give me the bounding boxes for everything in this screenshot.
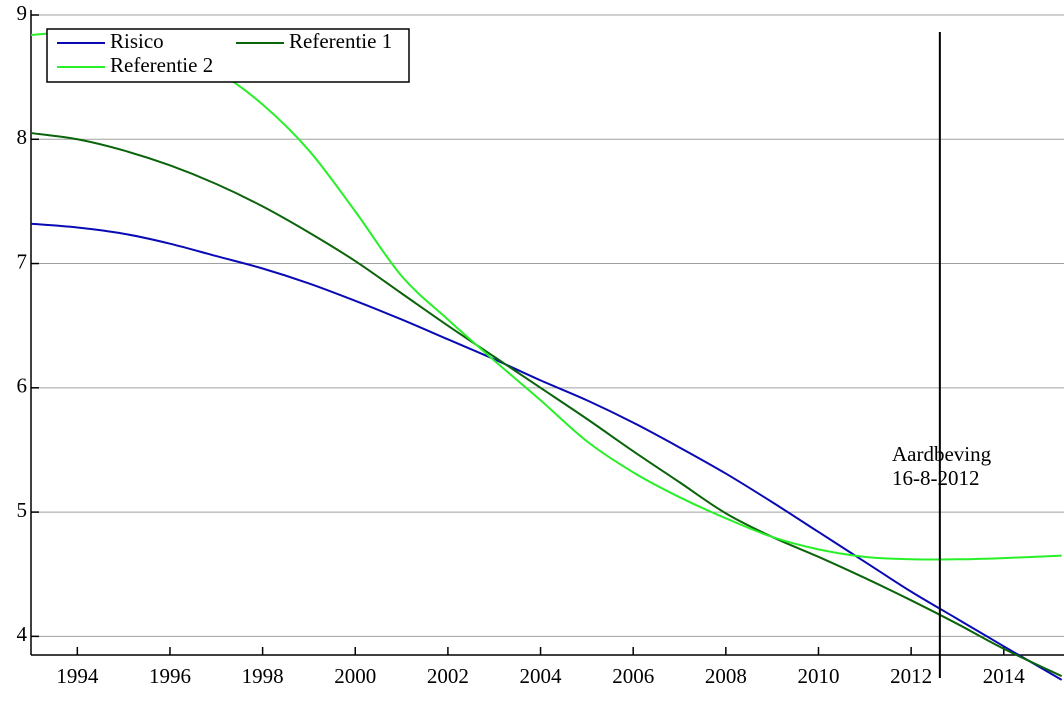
x-tick-label: 1998 [242, 664, 284, 688]
y-tick-label: 5 [17, 498, 28, 522]
x-tick-label: 2010 [797, 664, 839, 688]
x-tick-label: 1996 [149, 664, 191, 688]
event-label: Aardbeving [892, 442, 992, 466]
event-label: 16-8-2012 [892, 466, 980, 490]
y-tick-label: 6 [17, 374, 28, 398]
x-tick-label: 2008 [705, 664, 747, 688]
legend-label: Referentie 2 [110, 53, 213, 77]
x-tick-label: 2002 [427, 664, 469, 688]
x-tick-label: 2014 [983, 664, 1026, 688]
y-tick-label: 8 [17, 125, 28, 149]
series-line [30, 222, 1063, 681]
x-tick-label: 2012 [890, 664, 932, 688]
legend-label: Referentie 1 [289, 29, 392, 53]
x-tick-label: 2006 [612, 664, 654, 688]
y-tick-label: 4 [17, 622, 28, 646]
y-tick-label: 7 [17, 249, 28, 273]
series-line [30, 132, 1063, 678]
x-tick-label: 2004 [520, 664, 563, 688]
x-tick-label: 1994 [56, 664, 99, 688]
legend-label: Risico [110, 29, 164, 53]
y-tick-label: 9 [17, 1, 28, 25]
x-tick-label: 2000 [334, 664, 376, 688]
legend-box [46, 28, 410, 83]
